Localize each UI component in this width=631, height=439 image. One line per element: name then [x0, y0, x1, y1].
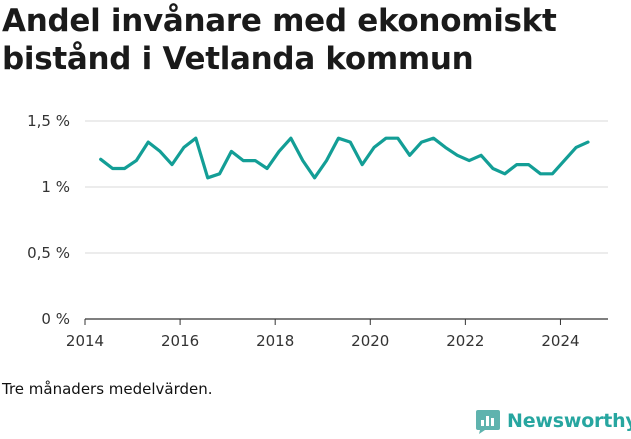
y-gridlines: [85, 120, 608, 320]
chart-title: Andel invånare med ekonomiskt bistånd i …: [2, 3, 557, 77]
series-line: [99, 136, 590, 180]
x-tick-label: 2024: [541, 332, 579, 350]
series-group: [99, 136, 590, 180]
x-tick-label: 2018: [256, 332, 294, 350]
x-tick-label: 2016: [161, 332, 199, 350]
x-axis: 2014 2016 2018 2020 2022 2024: [66, 319, 580, 350]
y-tick-label: 1,5 %: [27, 112, 70, 130]
y-tick-label: 0,5 %: [27, 244, 70, 262]
y-axis-ticks: 0 % 0,5 % 1 % 1,5 %: [27, 112, 70, 328]
x-tick-label: 2014: [66, 332, 104, 350]
brand-name: Newsworthy: [507, 410, 631, 432]
bar-chart-logo-icon: [476, 410, 500, 434]
y-tick-label: 1 %: [41, 178, 70, 196]
y-tick-label: 0 %: [41, 310, 70, 328]
x-tick-label: 2020: [351, 332, 389, 350]
x-tick-label: 2022: [446, 332, 484, 350]
footnote: Tre månaders medelvärden.: [2, 380, 213, 398]
brand-logo: Newsworthy: [475, 408, 631, 434]
